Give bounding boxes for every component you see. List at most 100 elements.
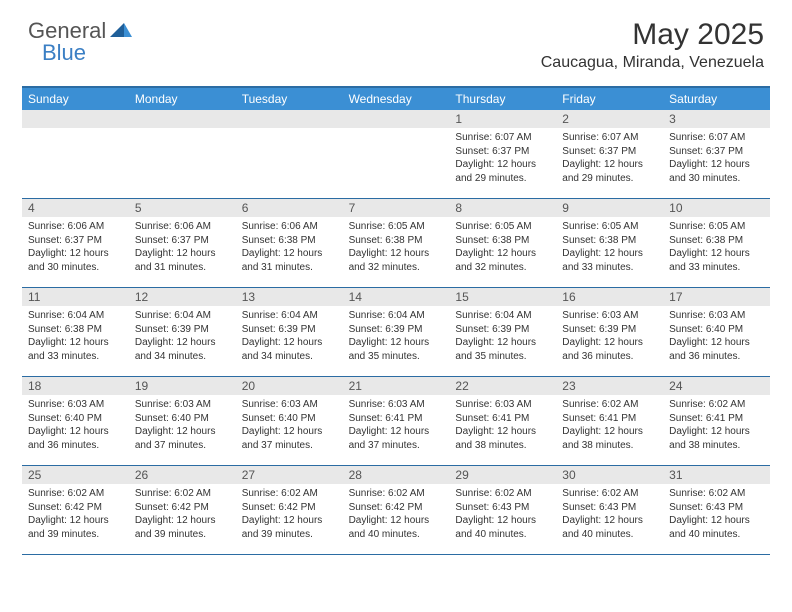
day-number: 31 xyxy=(663,466,770,484)
day-number: 16 xyxy=(556,288,663,306)
day-cell: 14Sunrise: 6:04 AMSunset: 6:39 PMDayligh… xyxy=(343,288,450,376)
day-number: 29 xyxy=(449,466,556,484)
day-cell xyxy=(22,110,129,198)
day-cell: 16Sunrise: 6:03 AMSunset: 6:39 PMDayligh… xyxy=(556,288,663,376)
day-content: Sunrise: 6:06 AMSunset: 6:37 PMDaylight:… xyxy=(129,217,236,278)
day-number: 6 xyxy=(236,199,343,217)
title-block: May 2025 Caucagua, Miranda, Venezuela xyxy=(541,18,764,72)
day-cell: 15Sunrise: 6:04 AMSunset: 6:39 PMDayligh… xyxy=(449,288,556,376)
day-cell: 20Sunrise: 6:03 AMSunset: 6:40 PMDayligh… xyxy=(236,377,343,465)
day-cell: 3Sunrise: 6:07 AMSunset: 6:37 PMDaylight… xyxy=(663,110,770,198)
day-cell: 5Sunrise: 6:06 AMSunset: 6:37 PMDaylight… xyxy=(129,199,236,287)
header: General Blue May 2025 Caucagua, Miranda,… xyxy=(0,0,792,80)
week-row: 11Sunrise: 6:04 AMSunset: 6:38 PMDayligh… xyxy=(22,288,770,377)
day-content: Sunrise: 6:07 AMSunset: 6:37 PMDaylight:… xyxy=(449,128,556,189)
day-number: 14 xyxy=(343,288,450,306)
day-number: 26 xyxy=(129,466,236,484)
day-cell: 4Sunrise: 6:06 AMSunset: 6:37 PMDaylight… xyxy=(22,199,129,287)
day-cell: 12Sunrise: 6:04 AMSunset: 6:39 PMDayligh… xyxy=(129,288,236,376)
day-header-friday: Friday xyxy=(556,88,663,110)
day-content: Sunrise: 6:02 AMSunset: 6:42 PMDaylight:… xyxy=(129,484,236,545)
day-content: Sunrise: 6:06 AMSunset: 6:37 PMDaylight:… xyxy=(22,217,129,278)
day-number: 3 xyxy=(663,110,770,128)
day-header-saturday: Saturday xyxy=(663,88,770,110)
day-number: 1 xyxy=(449,110,556,128)
day-cell: 13Sunrise: 6:04 AMSunset: 6:39 PMDayligh… xyxy=(236,288,343,376)
day-content: Sunrise: 6:04 AMSunset: 6:39 PMDaylight:… xyxy=(343,306,450,367)
empty-day xyxy=(22,110,129,128)
day-number: 30 xyxy=(556,466,663,484)
day-cell xyxy=(129,110,236,198)
day-cell: 25Sunrise: 6:02 AMSunset: 6:42 PMDayligh… xyxy=(22,466,129,554)
day-cell: 10Sunrise: 6:05 AMSunset: 6:38 PMDayligh… xyxy=(663,199,770,287)
logo-text-blue: Blue xyxy=(42,40,86,65)
day-number: 10 xyxy=(663,199,770,217)
day-number: 13 xyxy=(236,288,343,306)
day-content: Sunrise: 6:04 AMSunset: 6:39 PMDaylight:… xyxy=(236,306,343,367)
day-content: Sunrise: 6:05 AMSunset: 6:38 PMDaylight:… xyxy=(449,217,556,278)
day-number: 8 xyxy=(449,199,556,217)
location-text: Caucagua, Miranda, Venezuela xyxy=(541,54,764,72)
day-cell: 30Sunrise: 6:02 AMSunset: 6:43 PMDayligh… xyxy=(556,466,663,554)
day-content: Sunrise: 6:07 AMSunset: 6:37 PMDaylight:… xyxy=(663,128,770,189)
empty-day xyxy=(129,110,236,128)
day-number: 23 xyxy=(556,377,663,395)
day-number: 20 xyxy=(236,377,343,395)
day-content: Sunrise: 6:02 AMSunset: 6:43 PMDaylight:… xyxy=(449,484,556,545)
day-number: 18 xyxy=(22,377,129,395)
day-content: Sunrise: 6:02 AMSunset: 6:42 PMDaylight:… xyxy=(22,484,129,545)
day-content: Sunrise: 6:02 AMSunset: 6:41 PMDaylight:… xyxy=(663,395,770,456)
day-cell: 28Sunrise: 6:02 AMSunset: 6:42 PMDayligh… xyxy=(343,466,450,554)
day-number: 24 xyxy=(663,377,770,395)
day-content: Sunrise: 6:04 AMSunset: 6:39 PMDaylight:… xyxy=(449,306,556,367)
day-number: 19 xyxy=(129,377,236,395)
day-cell: 2Sunrise: 6:07 AMSunset: 6:37 PMDaylight… xyxy=(556,110,663,198)
day-header-thursday: Thursday xyxy=(449,88,556,110)
empty-day xyxy=(343,110,450,128)
empty-day xyxy=(236,110,343,128)
day-content: Sunrise: 6:03 AMSunset: 6:40 PMDaylight:… xyxy=(236,395,343,456)
day-number: 12 xyxy=(129,288,236,306)
day-cell: 11Sunrise: 6:04 AMSunset: 6:38 PMDayligh… xyxy=(22,288,129,376)
day-cell: 19Sunrise: 6:03 AMSunset: 6:40 PMDayligh… xyxy=(129,377,236,465)
day-cell: 24Sunrise: 6:02 AMSunset: 6:41 PMDayligh… xyxy=(663,377,770,465)
day-cell xyxy=(343,110,450,198)
day-content: Sunrise: 6:03 AMSunset: 6:41 PMDaylight:… xyxy=(343,395,450,456)
day-cell: 7Sunrise: 6:05 AMSunset: 6:38 PMDaylight… xyxy=(343,199,450,287)
day-header-sunday: Sunday xyxy=(22,88,129,110)
logo-text-blue-wrap: Blue xyxy=(42,40,86,66)
day-number: 11 xyxy=(22,288,129,306)
day-number: 9 xyxy=(556,199,663,217)
day-cell: 6Sunrise: 6:06 AMSunset: 6:38 PMDaylight… xyxy=(236,199,343,287)
day-content: Sunrise: 6:02 AMSunset: 6:43 PMDaylight:… xyxy=(556,484,663,545)
day-content: Sunrise: 6:05 AMSunset: 6:38 PMDaylight:… xyxy=(343,217,450,278)
day-cell: 27Sunrise: 6:02 AMSunset: 6:42 PMDayligh… xyxy=(236,466,343,554)
day-cell: 18Sunrise: 6:03 AMSunset: 6:40 PMDayligh… xyxy=(22,377,129,465)
day-cell: 22Sunrise: 6:03 AMSunset: 6:41 PMDayligh… xyxy=(449,377,556,465)
week-row: 1Sunrise: 6:07 AMSunset: 6:37 PMDaylight… xyxy=(22,110,770,199)
week-row: 4Sunrise: 6:06 AMSunset: 6:37 PMDaylight… xyxy=(22,199,770,288)
day-cell: 8Sunrise: 6:05 AMSunset: 6:38 PMDaylight… xyxy=(449,199,556,287)
day-content: Sunrise: 6:03 AMSunset: 6:40 PMDaylight:… xyxy=(22,395,129,456)
day-content: Sunrise: 6:03 AMSunset: 6:41 PMDaylight:… xyxy=(449,395,556,456)
day-number: 7 xyxy=(343,199,450,217)
day-cell: 26Sunrise: 6:02 AMSunset: 6:42 PMDayligh… xyxy=(129,466,236,554)
day-number: 22 xyxy=(449,377,556,395)
day-number: 28 xyxy=(343,466,450,484)
day-number: 21 xyxy=(343,377,450,395)
day-header-monday: Monday xyxy=(129,88,236,110)
day-number: 15 xyxy=(449,288,556,306)
day-content: Sunrise: 6:05 AMSunset: 6:38 PMDaylight:… xyxy=(556,217,663,278)
day-content: Sunrise: 6:02 AMSunset: 6:41 PMDaylight:… xyxy=(556,395,663,456)
day-content: Sunrise: 6:05 AMSunset: 6:38 PMDaylight:… xyxy=(663,217,770,278)
day-content: Sunrise: 6:04 AMSunset: 6:39 PMDaylight:… xyxy=(129,306,236,367)
day-cell xyxy=(236,110,343,198)
day-content: Sunrise: 6:06 AMSunset: 6:38 PMDaylight:… xyxy=(236,217,343,278)
day-cell: 23Sunrise: 6:02 AMSunset: 6:41 PMDayligh… xyxy=(556,377,663,465)
day-cell: 31Sunrise: 6:02 AMSunset: 6:43 PMDayligh… xyxy=(663,466,770,554)
day-cell: 21Sunrise: 6:03 AMSunset: 6:41 PMDayligh… xyxy=(343,377,450,465)
day-content: Sunrise: 6:03 AMSunset: 6:39 PMDaylight:… xyxy=(556,306,663,367)
day-header-row: SundayMondayTuesdayWednesdayThursdayFrid… xyxy=(22,88,770,110)
day-number: 17 xyxy=(663,288,770,306)
day-content: Sunrise: 6:02 AMSunset: 6:42 PMDaylight:… xyxy=(236,484,343,545)
